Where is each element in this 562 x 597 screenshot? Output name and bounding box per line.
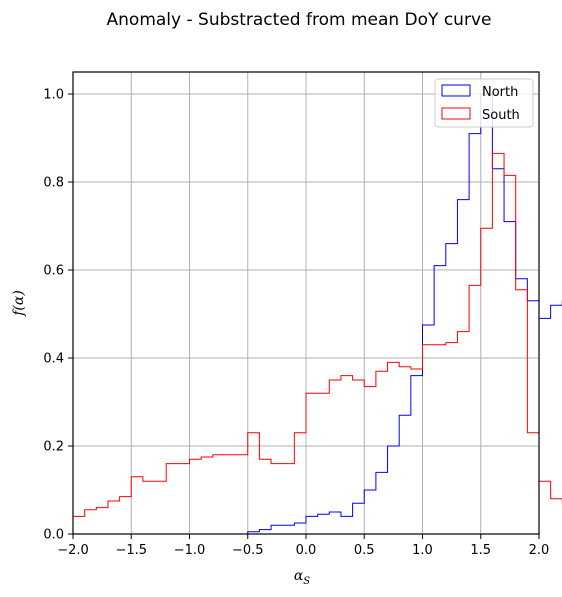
x-axis-label-main: α <box>294 568 304 584</box>
x-tick-label: −1.5 <box>115 543 147 558</box>
legend-label-south: South <box>482 108 520 123</box>
x-tick-label: −0.5 <box>232 543 264 558</box>
y-tick-label: 0.4 <box>43 352 64 367</box>
axis-ticks: −2.0 −1.5 −1.0 −0.5 0.0 0.5 1.0 1.5 2.0 0.0 0.2 0.4… <box>43 88 549 559</box>
y-tick-label: 1.0 <box>43 88 64 103</box>
grid <box>72 72 540 535</box>
y-axis-label: f(α) <box>11 290 27 317</box>
legend-label-north: North <box>482 85 518 100</box>
y-tick-label: 0.8 <box>43 176 64 191</box>
x-tick-label: 0.5 <box>354 543 375 558</box>
x-axis-label-subscript: S <box>303 576 310 587</box>
x-tick-label: 1.5 <box>470 543 491 558</box>
series-south-histogram <box>72 152 562 534</box>
series-layer <box>72 93 562 535</box>
legend: North South <box>434 78 534 128</box>
legend-frame <box>434 78 534 128</box>
x-tick-label: 2.0 <box>529 543 550 558</box>
series-north-histogram <box>73 93 562 535</box>
legend-swatch-north <box>441 84 471 97</box>
y-tick-label: 0.0 <box>43 528 64 543</box>
x-tick-label: −2.0 <box>57 543 89 558</box>
y-tick-label: 0.6 <box>43 264 64 279</box>
legend-swatch-south <box>441 107 471 120</box>
x-tick-label: −1.0 <box>174 543 206 558</box>
x-tick-label: 1.0 <box>412 543 433 558</box>
x-tick-label: 0.0 <box>296 543 317 558</box>
y-tick-label: 0.2 <box>43 440 64 455</box>
x-axis-label: αS <box>294 568 310 587</box>
chart-title: Anomaly - Substracted from mean DoY curv… <box>107 10 492 30</box>
